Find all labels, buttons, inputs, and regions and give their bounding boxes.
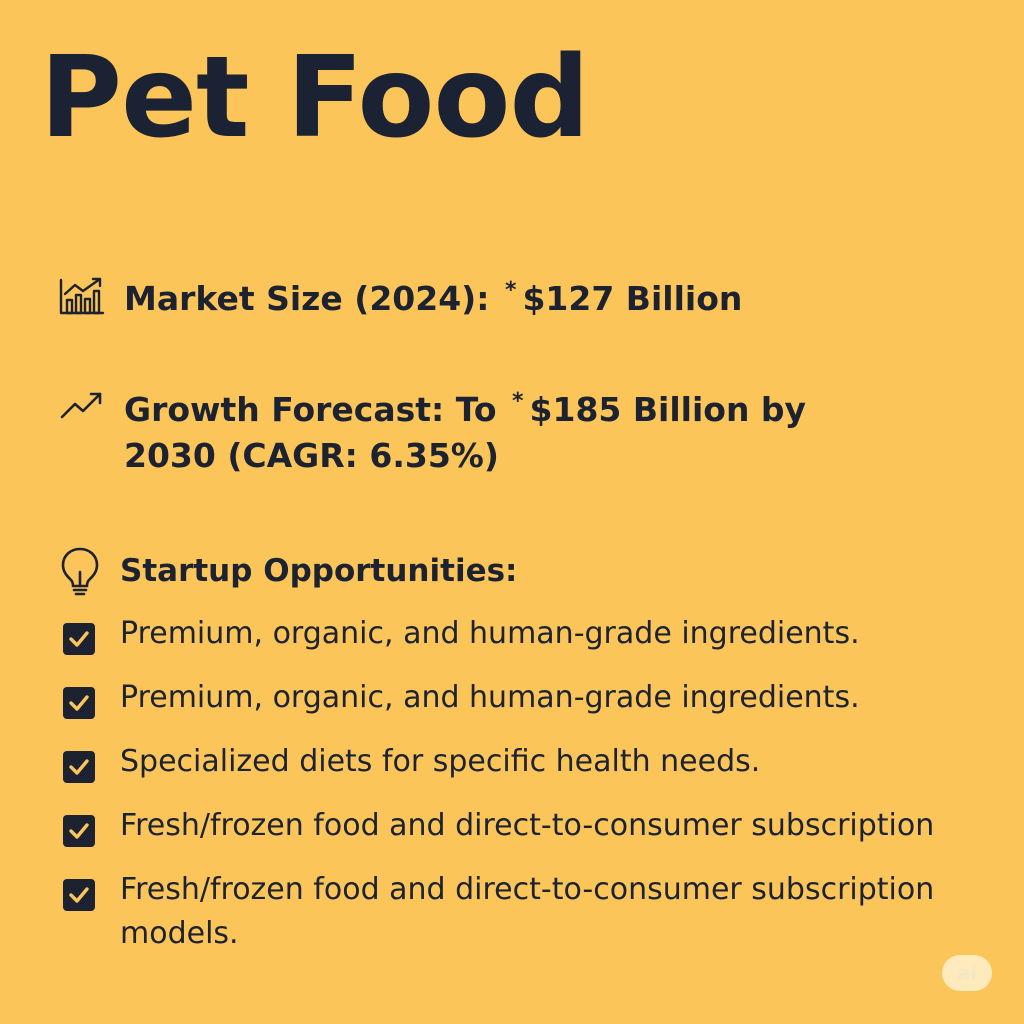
growth-forecast-label: Growth Forecast: To [124,390,509,429]
ai-watermark-badge: ai [942,955,992,991]
checkbox-checked-icon [62,814,96,848]
asterisk-mark: * [504,278,517,303]
list-item: Fresh/frozen food and direct-to-consumer… [62,804,992,848]
growth-forecast-value: $185 Billion by [529,390,807,429]
list-item: Specialized diets for specific health ne… [62,740,992,784]
checkbox-checked-icon [62,750,96,784]
opportunities-title: Startup Opportunities: [120,553,518,589]
market-size-label: Market Size (2024): [124,279,501,318]
checkbox-checked-icon [62,622,96,656]
checkbox-checked-icon [62,878,96,912]
lightbulb-icon [58,546,102,596]
market-size-value: $127 Billion [522,279,743,318]
list-item: Fresh/frozen food and direct-to-consumer… [62,868,992,956]
growth-forecast-row: Growth Forecast: To * $185 Billion by 203… [58,387,884,479]
bar-chart-growth-icon [58,276,106,316]
list-item: Premium, organic, and human-grade ingred… [62,612,992,656]
growth-forecast-continuation: 2030 (CAGR: 6.35%) [124,436,499,475]
opportunity-text: Fresh/frozen food and direct-to-consumer… [120,808,935,843]
opportunity-text: Specialized diets for specific health ne… [120,744,761,779]
page-title: Pet Food [40,33,590,163]
checkbox-checked-icon [62,686,96,720]
list-item: Premium, organic, and human-grade ingred… [62,676,992,720]
opportunity-text: Premium, organic, and human-grade ingred… [120,680,860,715]
opportunity-text: Fresh/frozen food and direct-to-consumer… [120,872,935,951]
trend-up-icon [58,387,106,427]
opportunities-list: Premium, organic, and human-grade ingred… [62,612,992,976]
opportunities-header: Startup Opportunities: [58,546,517,596]
opportunity-text: Premium, organic, and human-grade ingred… [120,616,860,651]
asterisk-mark: * [512,389,524,414]
market-size-row: Market Size (2024): * $127 Billion [58,276,742,322]
